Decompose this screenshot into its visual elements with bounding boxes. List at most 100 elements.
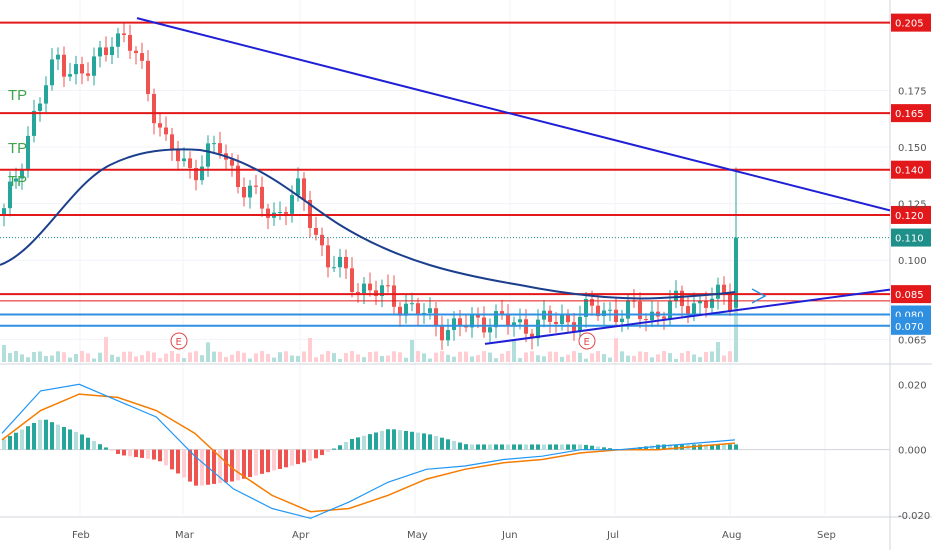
macd-histogram-bar (182, 449, 186, 478)
volume-bar (470, 356, 474, 362)
macd-histogram-bar (464, 444, 468, 450)
volume-bar (278, 352, 282, 362)
volume-bar (254, 353, 258, 362)
candle-body (68, 74, 72, 77)
macd-line (1, 383, 736, 519)
candle-body (404, 303, 408, 316)
level-tag-label-0.085: 0.085 (895, 290, 924, 301)
candle-body (122, 33, 126, 35)
volume-bar (26, 357, 30, 362)
macd-histogram-bar (278, 449, 282, 469)
candle-body (188, 158, 192, 169)
volume-bar (32, 351, 36, 362)
macd-tick-1: 0.000 (898, 446, 927, 457)
candle-body (680, 290, 684, 307)
candle-body (200, 166, 204, 181)
volume-bar (110, 354, 114, 362)
macd-histogram-bar (578, 444, 582, 450)
volume-bar (74, 354, 78, 362)
candle-body (410, 303, 414, 305)
macd-histogram-bar (332, 448, 336, 450)
candle-body (296, 178, 300, 196)
macd-histogram-bar (32, 422, 36, 450)
volume-bar (38, 351, 42, 362)
time-tick-May: May (407, 530, 428, 541)
volume-bar (572, 351, 576, 362)
macd-histogram-bar (8, 435, 12, 450)
tp-label-2: TP (8, 173, 27, 190)
macd-histogram-bar (236, 449, 240, 481)
macd-histogram-bar (734, 444, 738, 450)
macd-histogram-bar (602, 447, 606, 450)
volume-bar (350, 351, 354, 362)
volume-bar (728, 351, 732, 362)
volume-bar (590, 353, 594, 362)
price-tick-4: 0.065 (898, 335, 927, 346)
macd-histogram-bar (62, 427, 66, 450)
volume-bar (122, 351, 126, 362)
volume-bar (542, 356, 546, 362)
level-tag-label-0.165: 0.165 (895, 109, 924, 120)
candle-body (392, 285, 396, 307)
volume-bar (170, 351, 174, 362)
volume-bar (482, 351, 486, 362)
level-tag-0.165 (891, 104, 931, 123)
level-tag-0.120 (891, 205, 931, 224)
volume-bar (248, 358, 252, 362)
volume-bar (146, 351, 150, 362)
macd-histogram-bar (98, 444, 102, 450)
macd-histogram-bar (608, 448, 612, 450)
macd-histogram-bar (698, 444, 702, 450)
price-levels (0, 21, 890, 327)
macd-histogram-bar (566, 444, 570, 450)
macd-histogram-bar (674, 444, 678, 450)
candle-body (626, 300, 630, 319)
time-tick-Feb: Feb (72, 530, 90, 541)
candle-body (338, 256, 342, 268)
candle-body (254, 185, 258, 187)
volume-bar (662, 351, 666, 362)
candle-body (146, 60, 150, 94)
candle-body (26, 135, 30, 169)
macd-histogram-bar (92, 440, 96, 450)
time-axis[interactable]: Feb Mar Apr May Jun Jul Aug Sep (72, 530, 836, 541)
candle-body (716, 284, 720, 299)
volume-bar (86, 353, 90, 362)
volume-bar (392, 351, 396, 362)
event-marker-label-1: E (584, 337, 590, 348)
volume-bar (398, 352, 402, 362)
candle-body (584, 299, 588, 317)
candle-body (32, 110, 36, 136)
volume-bar (452, 356, 456, 362)
macd-histogram-bar (272, 449, 276, 471)
event-marker-label-0: E (176, 337, 182, 348)
candle-body (452, 318, 456, 331)
macd-histogram-bar (530, 444, 534, 450)
candle-body (662, 316, 666, 319)
macd-histogram-bar (284, 449, 288, 468)
macd-histogram-bar (656, 444, 660, 450)
macd-histogram-bar (446, 439, 450, 450)
volume-bar (434, 352, 438, 362)
candle-body (434, 308, 438, 326)
candle-body (290, 195, 294, 214)
time-tick-Sep: Sep (817, 530, 836, 541)
volume-bar (566, 354, 570, 362)
macd-histogram-bar (404, 430, 408, 450)
macd-histogram-bar (116, 449, 120, 454)
candle-body (50, 59, 54, 86)
macd-histogram-bar (248, 449, 252, 478)
volume-bar (164, 353, 168, 362)
macd-histogram-bar (554, 444, 558, 450)
macd-histogram-bar (380, 430, 384, 450)
macd-histogram-bar (308, 449, 312, 461)
candle-body (368, 283, 372, 291)
volume-bar (386, 355, 390, 362)
macd-histogram-bar (104, 447, 108, 450)
volume-bar (626, 355, 630, 362)
volume-bar (356, 354, 360, 362)
candle-body (8, 181, 12, 209)
volume-bar (260, 351, 264, 362)
macd-histogram-bar (266, 449, 270, 473)
